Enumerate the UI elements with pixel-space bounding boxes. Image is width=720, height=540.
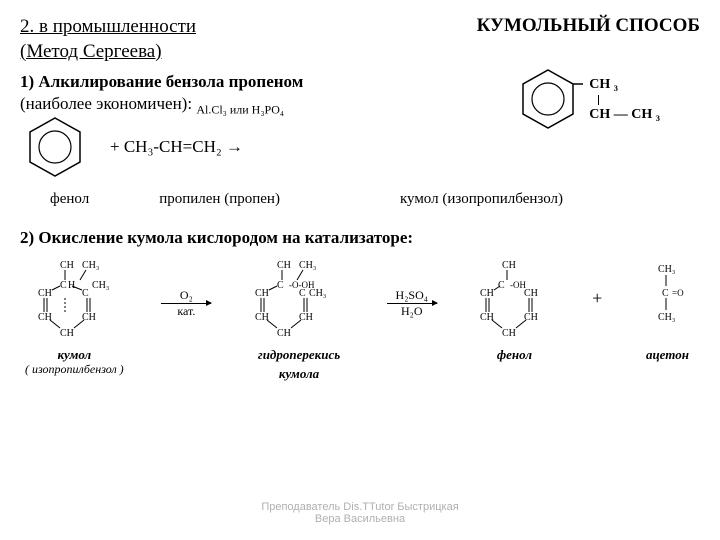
reaction2: CHCH₃ C CH CH CH CH C H CH₃ кумол ( изоп… [20,258,700,382]
title-right: КУМОЛЬНЫЙ СПОСОБ [477,15,700,37]
label-propylene: пропилен (пропен) [159,191,280,208]
svg-text:C: C [662,288,669,299]
svg-text:CH: CH [299,312,313,323]
svg-text:CH₃: CH₃ [309,288,326,299]
svg-text:CH: CH [502,260,516,271]
svg-text:CH₃: CH₃ [299,260,316,271]
benzene-icon [20,110,90,185]
label-phenol: фенол [50,191,89,208]
svg-text:CH₃: CH₃ [658,264,675,275]
svg-text:CH₃: CH₃ [658,312,675,323]
mol-cumene: CHCH₃ C CH CH CH CH C H CH₃ кумол ( изоп… [25,258,124,378]
svg-text:CH: CH [277,260,291,271]
arrow2: H₂SO₄ H₂O [387,288,437,319]
svg-text:CH: CH [38,288,52,299]
svg-text:CH: CH [60,260,74,271]
cumene-structure: CH ₃ CH — CH ₃ [513,62,660,137]
plus-sign: + [592,288,602,309]
svg-text:H: H [68,280,75,291]
svg-text:CH₃: CH₃ [82,260,99,271]
phenol-skeletal-icon: CH C-OH CH CH CH CH CH [474,258,554,343]
mol-acetone: CH₃ C=O CH₃ ацетон [640,258,695,363]
footer: Преподаватель Dis.TTutor Быстрицкая Вера… [0,501,720,525]
svg-text:C: C [60,280,67,291]
benzene-cumene-icon [513,62,583,137]
svg-text:CH: CH [524,288,538,299]
header: 2. в промышленности (Метод Сергеева) КУМ… [20,15,700,64]
labels-row: фенол пропилен (пропен) кумол (изопропил… [20,191,700,208]
svg-text:C: C [82,288,89,299]
svg-text:C: C [498,280,505,291]
arrow1: O₂ кат. [161,288,211,319]
side-chain: CH ₃ CH — CH ₃ [589,75,660,124]
svg-text:CH: CH [60,328,74,339]
svg-text:CH: CH [502,328,516,339]
mol-peroxide: CHCH₃ C -O-OH CH CH CH CH C CH₃ гидропер… [249,258,349,382]
svg-text:CH₃: CH₃ [92,280,109,291]
svg-text:CH: CH [255,288,269,299]
svg-text:C: C [299,288,306,299]
svg-text:=O: =O [672,288,684,298]
svg-text:CH: CH [277,328,291,339]
svg-text:CH: CH [82,312,96,323]
svg-text:C: C [277,280,284,291]
catalyst: Al.Cl₃ или H₃PO₄ [196,103,284,117]
step2-title: 2) Окисление кумола кислородом на катали… [20,228,700,248]
svg-text:CH: CH [480,312,494,323]
svg-text:CH: CH [480,288,494,299]
svg-text:CH: CH [38,312,52,323]
label-cumene: кумол (изопропилбензол) [400,191,563,208]
cumene-skeletal-icon: CH CH₃ C CH CH CH CH C H CH₃ [32,258,117,343]
peroxide-skeletal-icon: CHCH₃ C -O-OH CH CH CH CH C CH₃ [249,258,349,343]
svg-text:CH: CH [524,312,538,323]
title-left: 2. в промышленности (Метод Сергеева) [20,15,196,64]
mol-phenol: CH C-OH CH CH CH CH CH фенол [474,258,554,363]
reagent-text: + CH₃-CH=CH₂ → [110,137,243,157]
acetone-skeletal-icon: CH₃ C=O CH₃ [640,258,695,343]
svg-text:CH: CH [255,312,269,323]
title-left-line2: (Метод Сергеева) [20,41,162,62]
title-left-line1: 2. в промышленности [20,16,196,37]
